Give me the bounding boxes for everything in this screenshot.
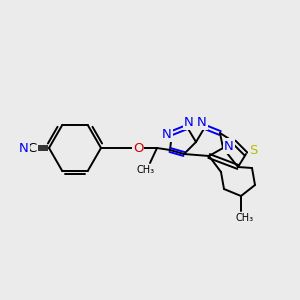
Text: N: N bbox=[224, 140, 234, 152]
Text: C: C bbox=[27, 142, 37, 154]
Text: O: O bbox=[133, 142, 143, 154]
Text: N: N bbox=[19, 142, 29, 154]
Text: CH₃: CH₃ bbox=[236, 213, 254, 223]
Text: CH₃: CH₃ bbox=[137, 165, 155, 175]
Text: S: S bbox=[249, 145, 257, 158]
Text: N: N bbox=[197, 116, 207, 128]
Text: N: N bbox=[184, 116, 194, 128]
Text: N: N bbox=[162, 128, 172, 140]
